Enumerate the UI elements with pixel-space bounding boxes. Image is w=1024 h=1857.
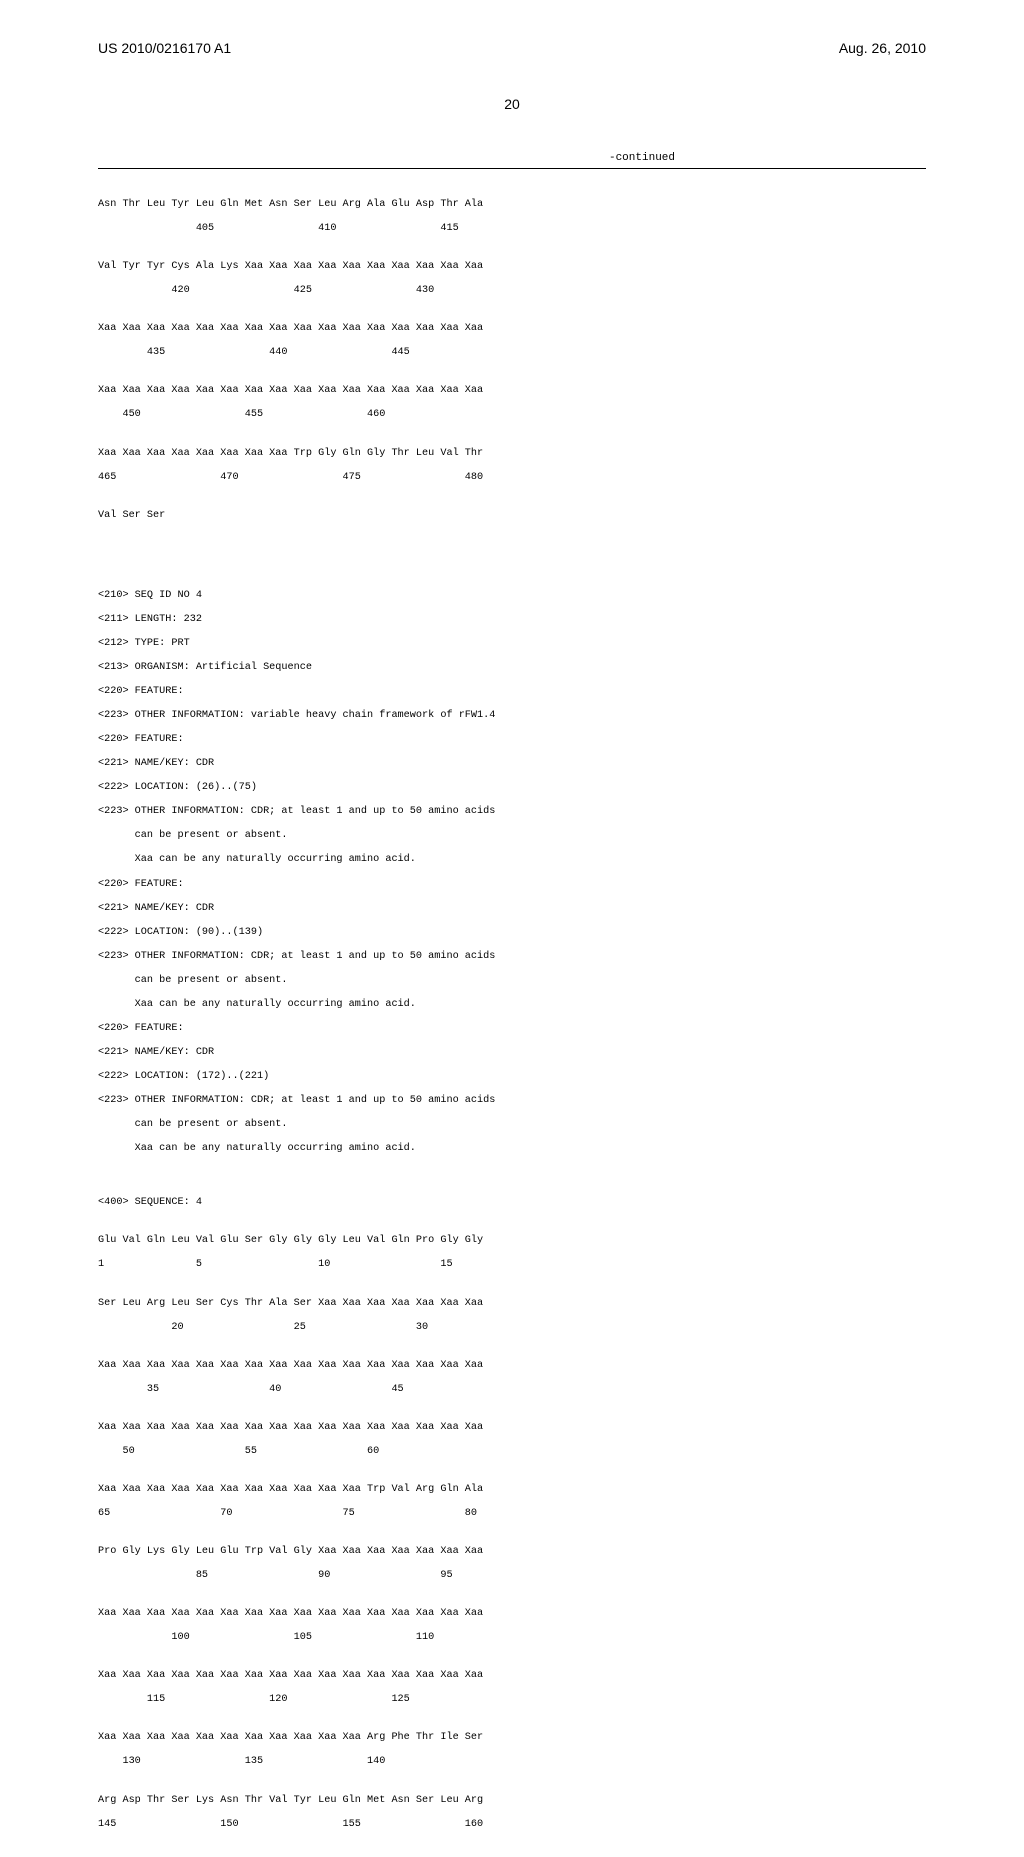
seq-row: Pro Gly Lys Gly Leu Glu Trp Val Gly Xaa … [98, 1546, 926, 1558]
seq-row: Val Tyr Tyr Cys Ala Lys Xaa Xaa Xaa Xaa … [98, 261, 926, 273]
meta-line: <223> OTHER INFORMATION: CDR; at least 1… [98, 1095, 926, 1107]
num-row: 1 5 10 15 [98, 1259, 926, 1271]
publication-date: Aug. 26, 2010 [839, 40, 926, 56]
meta-line: <221> NAME/KEY: CDR [98, 903, 926, 915]
seq-row: Asn Thr Leu Tyr Leu Gln Met Asn Ser Leu … [98, 199, 926, 211]
num-row: 35 40 45 [98, 1384, 926, 1396]
seq-row: Arg Asp Thr Ser Lys Asn Thr Val Tyr Leu … [98, 1795, 926, 1807]
num-row: 100 105 110 [98, 1632, 926, 1644]
meta-line: can be present or absent. [98, 1119, 926, 1131]
meta-line: <213> ORGANISM: Artificial Sequence [98, 662, 926, 674]
seq-row: Xaa Xaa Xaa Xaa Xaa Xaa Xaa Xaa Xaa Xaa … [98, 1484, 926, 1496]
num-row: 115 120 125 [98, 1694, 926, 1706]
num-row: 420 425 430 [98, 285, 926, 297]
meta-line: can be present or absent. [98, 830, 926, 842]
meta-line: <222> LOCATION: (172)..(221) [98, 1071, 926, 1083]
publication-number: US 2010/0216170 A1 [98, 40, 231, 56]
num-row: 435 440 445 [98, 347, 926, 359]
meta-line: <221> NAME/KEY: CDR [98, 758, 926, 770]
seq-row: Xaa Xaa Xaa Xaa Xaa Xaa Xaa Xaa Trp Gly … [98, 448, 926, 460]
seq-row: Xaa Xaa Xaa Xaa Xaa Xaa Xaa Xaa Xaa Xaa … [98, 323, 926, 335]
sequence-listing: Asn Thr Leu Tyr Leu Gln Met Asn Ser Leu … [0, 169, 1024, 1857]
num-row: 465 470 475 480 [98, 472, 926, 484]
meta-line: <220> FEATURE: [98, 734, 926, 746]
meta-line: Xaa can be any naturally occurring amino… [98, 1143, 926, 1155]
seq-row: Xaa Xaa Xaa Xaa Xaa Xaa Xaa Xaa Xaa Xaa … [98, 1360, 926, 1372]
meta-line: <223> OTHER INFORMATION: CDR; at least 1… [98, 951, 926, 963]
seq-row: Xaa Xaa Xaa Xaa Xaa Xaa Xaa Xaa Xaa Xaa … [98, 1422, 926, 1434]
num-row: 130 135 140 [98, 1756, 926, 1768]
sequence-metadata: <210> SEQ ID NO 4 <211> LENGTH: 232 <212… [98, 578, 926, 1168]
num-row: 85 90 95 [98, 1570, 926, 1582]
seq-row: Ser Leu Arg Leu Ser Cys Thr Ala Ser Xaa … [98, 1298, 926, 1310]
seq-row: Xaa Xaa Xaa Xaa Xaa Xaa Xaa Xaa Xaa Xaa … [98, 385, 926, 397]
seq-row: Val Ser Ser [98, 510, 926, 522]
num-row: 450 455 460 [98, 409, 926, 421]
meta-line: can be present or absent. [98, 975, 926, 987]
page-header: US 2010/0216170 A1 Aug. 26, 2010 [0, 0, 1024, 64]
page-number: 20 [0, 96, 1024, 112]
num-row: 405 410 415 [98, 223, 926, 235]
meta-line: Xaa can be any naturally occurring amino… [98, 999, 926, 1011]
seq-row: Xaa Xaa Xaa Xaa Xaa Xaa Xaa Xaa Xaa Xaa … [98, 1732, 926, 1744]
seq-row: Glu Val Gln Leu Val Glu Ser Gly Gly Gly … [98, 1235, 926, 1247]
seq-row: Xaa Xaa Xaa Xaa Xaa Xaa Xaa Xaa Xaa Xaa … [98, 1608, 926, 1620]
meta-line: <222> LOCATION: (90)..(139) [98, 927, 926, 939]
meta-line: <210> SEQ ID NO 4 [98, 590, 926, 602]
sequence-tag: <400> SEQUENCE: 4 [98, 1197, 926, 1209]
meta-line: <223> OTHER INFORMATION: CDR; at least 1… [98, 806, 926, 818]
meta-line: <223> OTHER INFORMATION: variable heavy … [98, 710, 926, 722]
meta-line: <220> FEATURE: [98, 686, 926, 698]
meta-line: <220> FEATURE: [98, 1023, 926, 1035]
meta-line: <220> FEATURE: [98, 879, 926, 891]
num-row: 65 70 75 80 [98, 1508, 926, 1520]
meta-line: <211> LENGTH: 232 [98, 614, 926, 626]
meta-line: <222> LOCATION: (26)..(75) [98, 782, 926, 794]
num-row: 145 150 155 160 [98, 1819, 926, 1831]
num-row: 20 25 30 [98, 1322, 926, 1334]
meta-line: <221> NAME/KEY: CDR [98, 1047, 926, 1059]
meta-line: <212> TYPE: PRT [98, 638, 926, 650]
continued-label: -continued [0, 152, 1024, 164]
meta-line: Xaa can be any naturally occurring amino… [98, 854, 926, 866]
seq-row: Xaa Xaa Xaa Xaa Xaa Xaa Xaa Xaa Xaa Xaa … [98, 1670, 926, 1682]
num-row: 50 55 60 [98, 1446, 926, 1458]
